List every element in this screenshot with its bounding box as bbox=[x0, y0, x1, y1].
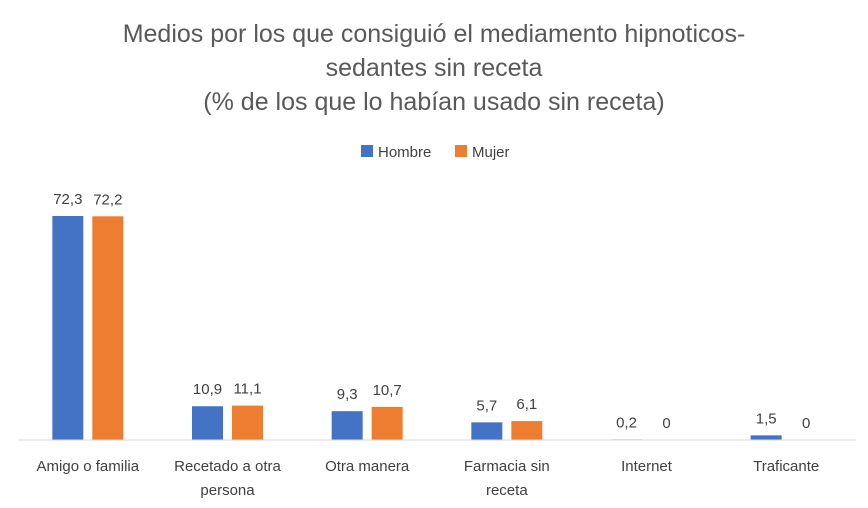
legend: Hombre Mujer bbox=[361, 144, 510, 161]
data-label-hombre-0: 72,3 bbox=[53, 191, 82, 208]
data-label-mujer-4: 0 bbox=[662, 415, 670, 432]
data-labels: 72,3 72,2 10,9 11,1 9,3 10,7 5,7 6,1 0,2 0 1,5 0 bbox=[53, 191, 810, 432]
category-labels: Amigo o familia Recetado a otra persona Otr… bbox=[37, 458, 820, 499]
data-label-hombre-4: 0,2 bbox=[616, 414, 637, 431]
data-label-mujer-5: 0 bbox=[802, 415, 810, 432]
bar-hombre-1 bbox=[192, 406, 223, 440]
category-label-3-line-0: Farmacia sin bbox=[464, 458, 550, 475]
data-label-hombre-3: 5,7 bbox=[476, 397, 497, 414]
data-label-hombre-1: 10,9 bbox=[193, 381, 222, 398]
bar-mujer-0 bbox=[92, 216, 124, 440]
data-label-hombre-2: 9,3 bbox=[337, 386, 358, 403]
category-label-4-line-0: Internet bbox=[621, 458, 673, 475]
data-label-hombre-5: 1,5 bbox=[756, 410, 777, 427]
chart-title: Medios por los que consiguió el mediamen… bbox=[123, 20, 746, 116]
bar-mujer-3 bbox=[511, 421, 543, 440]
data-label-mujer-2: 10,7 bbox=[373, 382, 402, 399]
data-label-mujer-1: 11,1 bbox=[233, 381, 261, 398]
bar-mujer-1 bbox=[232, 405, 263, 440]
category-label-2-line-0: Otra manera bbox=[325, 458, 410, 475]
category-label-1-line-0: Recetado a otra bbox=[174, 458, 281, 475]
legend-swatch-hombre bbox=[361, 145, 373, 157]
legend-label-hombre: Hombre bbox=[378, 144, 431, 161]
category-label-3-line-1: receta bbox=[486, 482, 528, 499]
legend-swatch-mujer bbox=[455, 145, 467, 157]
chart-title-line-3: (% de los que lo habían usado sin receta… bbox=[203, 88, 664, 116]
category-label-1-line-1: persona bbox=[200, 482, 255, 499]
bars bbox=[52, 216, 782, 440]
legend-label-mujer: Mujer bbox=[472, 144, 510, 161]
bar-hombre-3 bbox=[471, 422, 503, 440]
data-label-mujer-0: 72,2 bbox=[93, 191, 122, 208]
chart-title-line-2: sedantes sin receta bbox=[326, 54, 543, 82]
category-label-0-line-0: Amigo o familia bbox=[37, 458, 140, 475]
bar-mujer-2 bbox=[371, 406, 403, 440]
chart-title-line-1: Medios por los que consiguió el mediamen… bbox=[123, 20, 746, 48]
data-label-mujer-3: 6,1 bbox=[516, 396, 537, 413]
bar-hombre-2 bbox=[331, 411, 363, 440]
category-label-5-line-0: Traficante bbox=[753, 458, 819, 475]
bar-hombre-5 bbox=[750, 435, 782, 440]
bar-hombre-0 bbox=[52, 216, 84, 440]
